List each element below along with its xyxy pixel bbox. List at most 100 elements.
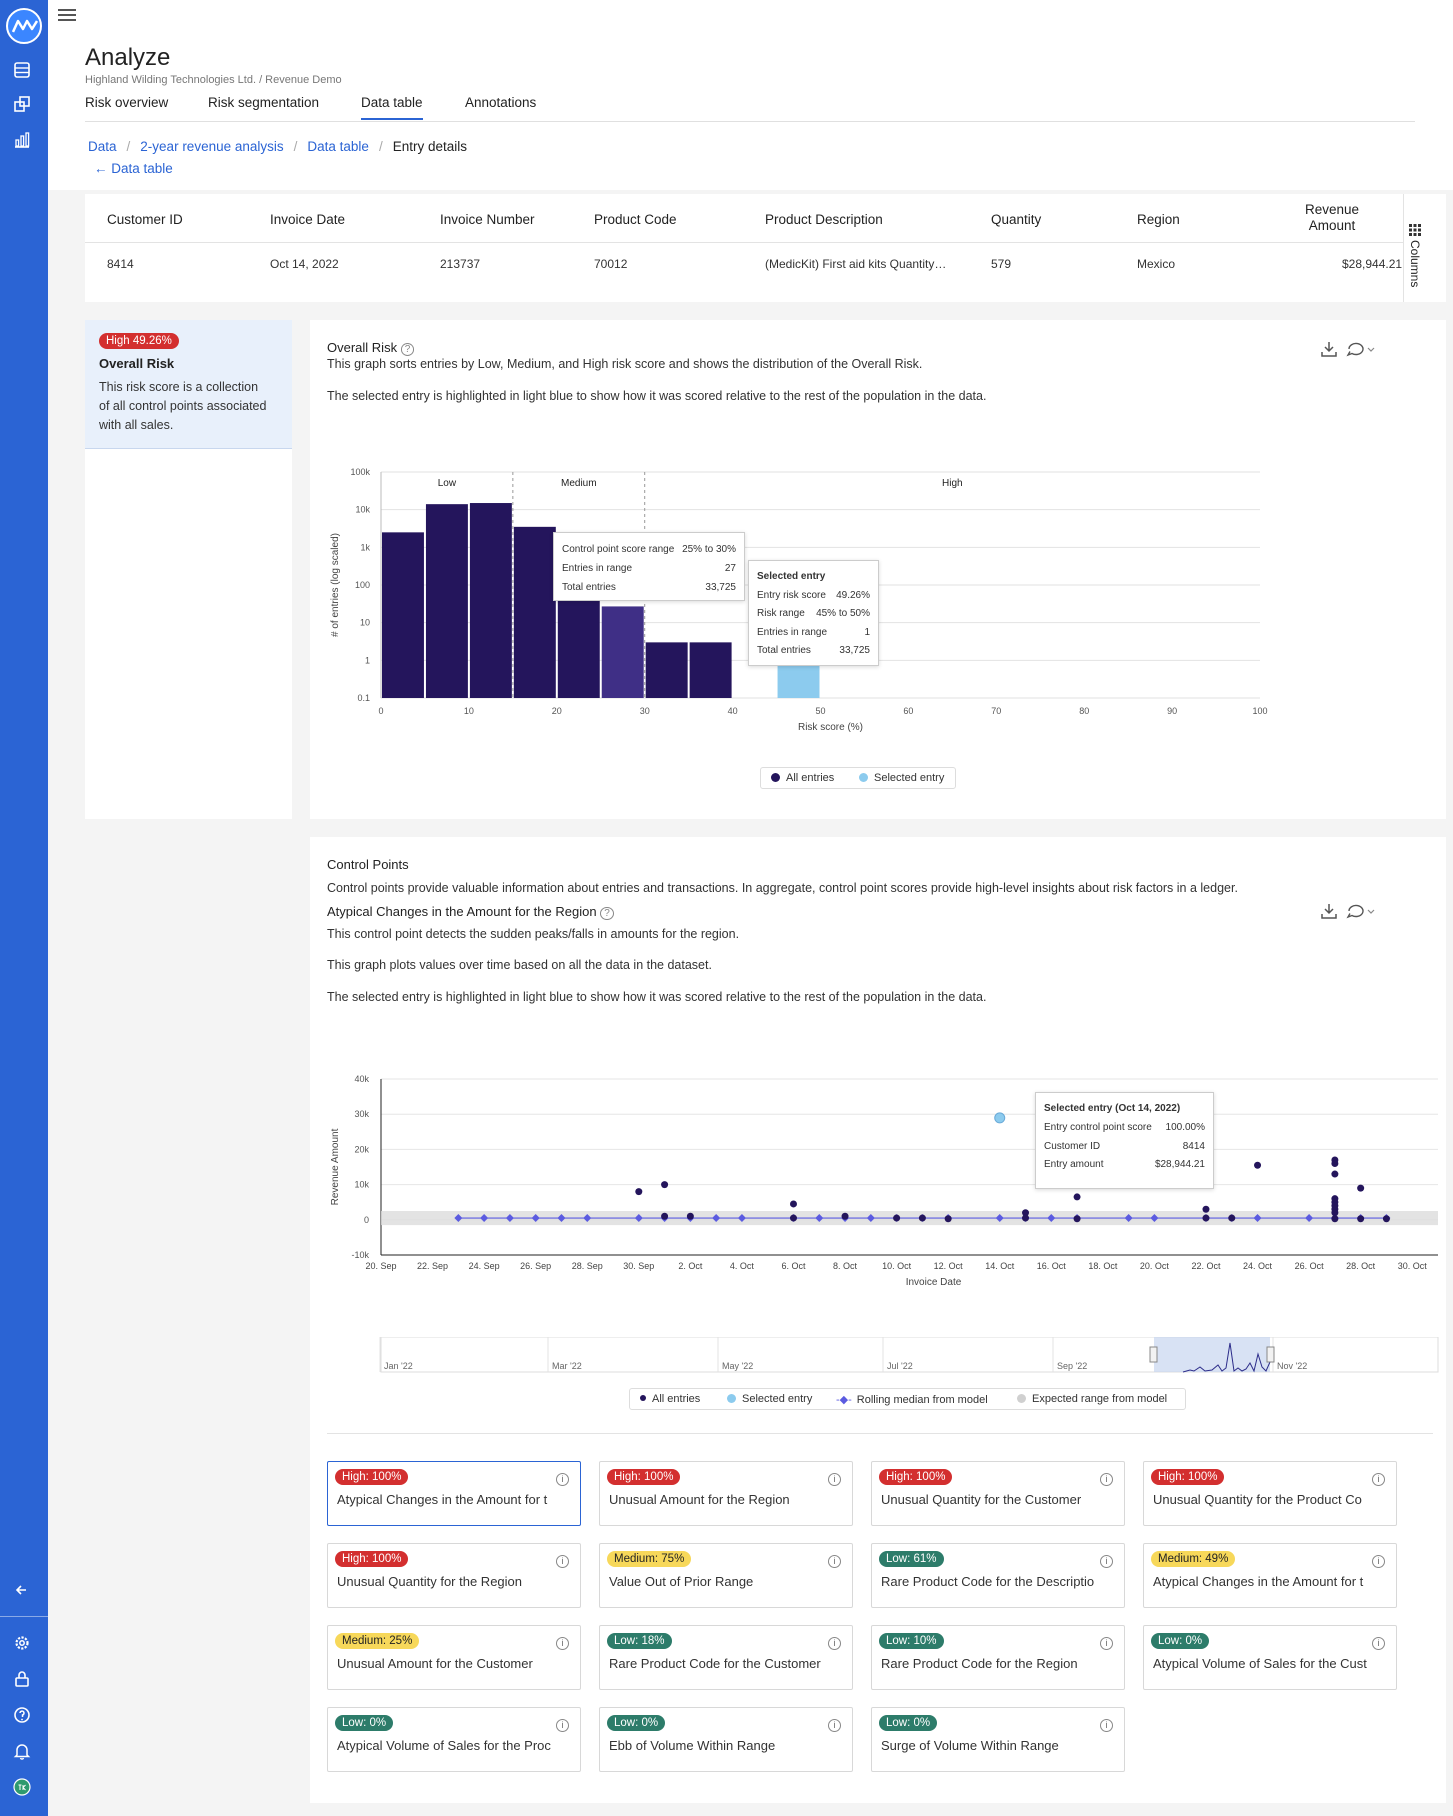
col-quantity[interactable]: Quantity [991, 212, 1042, 227]
col-product-code[interactable]: Product Code [594, 212, 677, 227]
legend-all-entries[interactable]: All entries [640, 1393, 700, 1405]
description-line: This risk score is a collection [99, 380, 259, 394]
info-icon[interactable]: i [1372, 1637, 1385, 1650]
user-avatar-icon[interactable] [12, 1777, 32, 1797]
info-icon[interactable]: i [1100, 1473, 1113, 1486]
info-icon[interactable]: i [556, 1473, 569, 1486]
top-header: Analyze Highland Wilding Technologies Lt… [48, 0, 1453, 190]
control-point-tile[interactable]: High: 100% Unusual Quantity for the Regio… [327, 1543, 581, 1608]
back-link[interactable]: ← Data table [94, 161, 173, 176]
col-revenue-amount[interactable]: Revenue Amount [1305, 202, 1359, 234]
tab-annotations[interactable]: Annotations [465, 95, 537, 110]
control-point-tile[interactable]: Low: 18% Rare Product Code for the Custom… [599, 1625, 853, 1690]
col-invoice-date[interactable]: Invoice Date [270, 212, 346, 227]
page-title: Analyze [85, 44, 171, 71]
info-icon[interactable]: i [828, 1473, 841, 1486]
tooltip-row: Entry control point score 100.00% [1044, 1122, 1205, 1133]
download-icon[interactable] [1320, 340, 1338, 358]
help-icon[interactable]: ? [600, 907, 614, 920]
control-point-tile[interactable]: Medium: 49% Atypical Changes in the Amoun… [1143, 1543, 1397, 1608]
tab-data-table[interactable]: Data table [361, 95, 423, 120]
control-point-subtitle-text: Atypical Changes in the Amount for the R… [327, 904, 597, 919]
tab-risk-overview[interactable]: Risk overview [85, 95, 169, 110]
control-point-subtitle: Atypical Changes in the Amount for the R… [327, 904, 614, 920]
control-point-tile[interactable]: High: 100% Unusual Amount for the Region i [599, 1461, 853, 1526]
reports-icon[interactable] [12, 130, 32, 150]
y-axis-label: Revenue Amount [330, 1128, 341, 1205]
legend-dot [771, 773, 780, 782]
tooltip-value: 33,725 [705, 582, 736, 593]
y-tick-label: 10 [360, 618, 370, 628]
breadcrumb-data[interactable]: Data [88, 139, 117, 154]
tooltip-row: Risk range 45% to 50% [757, 608, 870, 619]
info-icon[interactable]: i [828, 1555, 841, 1568]
data-icon[interactable] [12, 60, 32, 80]
control-point-tile[interactable]: Low: 0% Atypical Volume of Sales for the … [327, 1707, 581, 1772]
settings-gear-icon[interactable] [12, 1633, 32, 1653]
date-range-navigator[interactable]: Jan '22 Mar '22 May '22 Jul '22 Sep '22 Nov '… [310, 1337, 1446, 1382]
legend-rolling-median[interactable]: -◆- Rolling median from model [836, 1393, 988, 1406]
control-point-tile[interactable]: Low: 0% Ebb of Volume Within Range i [599, 1707, 853, 1772]
control-point-tile[interactable]: Low: 10% Rare Product Code for the Region… [871, 1625, 1125, 1690]
info-icon[interactable]: i [1100, 1555, 1113, 1568]
range-tooltip: Control point score range 25% to 30% Entr… [553, 532, 745, 601]
col-invoice-number[interactable]: Invoice Number [440, 212, 535, 227]
control-point-tile[interactable]: High: 100% Atypical Changes in the Amount… [327, 1461, 581, 1526]
col-product-description[interactable]: Product Description [765, 212, 883, 227]
x-tick-label: 70 [991, 706, 1001, 716]
info-icon[interactable]: i [1100, 1637, 1113, 1650]
comment-icon[interactable] [1346, 902, 1376, 920]
legend-expected-range[interactable]: Expected range from model [1017, 1393, 1167, 1405]
breadcrumb-data-table[interactable]: Data table [307, 139, 369, 154]
scatter-point [1331, 1170, 1339, 1178]
x-tick-label: 20. Oct [1140, 1261, 1170, 1271]
control-point-tile[interactable]: Medium: 25% Unusual Amount for the Custom… [327, 1625, 581, 1690]
control-point-name: Value Out of Prior Range [609, 1574, 754, 1589]
x-tick-label: 24. Sep [469, 1261, 500, 1271]
info-icon[interactable]: i [1100, 1719, 1113, 1732]
x-tick-label: 22. Oct [1191, 1261, 1221, 1271]
info-icon[interactable]: i [556, 1637, 569, 1650]
legend-selected-entry[interactable]: Selected entry [859, 772, 944, 784]
col-customer-id[interactable]: Customer ID [107, 212, 183, 227]
x-tick-label: 8. Oct [833, 1261, 858, 1271]
breadcrumb-revenue-analysis[interactable]: 2-year revenue analysis [140, 139, 284, 154]
help-icon[interactable] [12, 1705, 32, 1725]
x-tick-label: 90 [1167, 706, 1177, 716]
info-icon[interactable]: i [1372, 1555, 1385, 1568]
legend-selected-entry[interactable]: Selected entry [727, 1393, 812, 1405]
notifications-bell-icon[interactable] [12, 1741, 32, 1761]
x-tick-label: 26. Sep [520, 1261, 551, 1271]
overall-risk-item[interactable]: High 49.26% Overall Risk This risk score… [85, 320, 292, 449]
info-icon[interactable]: i [556, 1719, 569, 1732]
control-point-tile[interactable]: High: 100% Unusual Quantity for the Custo… [871, 1461, 1125, 1526]
columns-toggle[interactable]: Columns [1403, 194, 1425, 302]
rolling-median-marker [505, 1214, 514, 1223]
tab-risk-segmentation[interactable]: Risk segmentation [208, 95, 320, 110]
app-logo-icon[interactable] [6, 8, 42, 44]
collapse-arrow-icon[interactable] [12, 1580, 32, 1600]
control-point-tile[interactable]: Low: 0% Surge of Volume Within Range i [871, 1707, 1125, 1772]
col-region[interactable]: Region [1137, 212, 1180, 227]
info-icon[interactable]: i [1372, 1473, 1385, 1486]
control-point-tile[interactable]: Low: 0% Atypical Volume of Sales for the … [1143, 1625, 1397, 1690]
x-tick-label: 14. Oct [985, 1261, 1015, 1271]
hamburger-menu-icon[interactable] [58, 6, 76, 22]
control-point-tile[interactable]: Medium: 75% Value Out of Prior Range i [599, 1543, 853, 1608]
score-badge: High: 100% [335, 1469, 409, 1485]
comment-icon[interactable] [1346, 340, 1376, 358]
overall-risk-card: Overall Risk ? This graph sorts entries … [310, 320, 1446, 819]
control-point-tile[interactable]: Low: 61% Rare Product Code for the Descri… [871, 1543, 1125, 1608]
info-icon[interactable]: i [556, 1555, 569, 1568]
legend-all-entries[interactable]: All entries [771, 772, 834, 784]
info-icon[interactable]: i [828, 1719, 841, 1732]
help-icon[interactable]: ? [400, 343, 415, 356]
control-point-tile[interactable]: High: 100% Unusual Quantity for the Produ… [1143, 1461, 1397, 1526]
info-icon[interactable]: i [828, 1637, 841, 1650]
download-icon[interactable] [1320, 902, 1338, 920]
lock-icon[interactable] [12, 1669, 32, 1689]
analyze-icon[interactable] [12, 94, 32, 114]
x-tick-label: 22. Sep [417, 1261, 448, 1271]
score-badge: Low: 18% [607, 1633, 672, 1649]
control-points-title: Control Points [327, 857, 409, 872]
